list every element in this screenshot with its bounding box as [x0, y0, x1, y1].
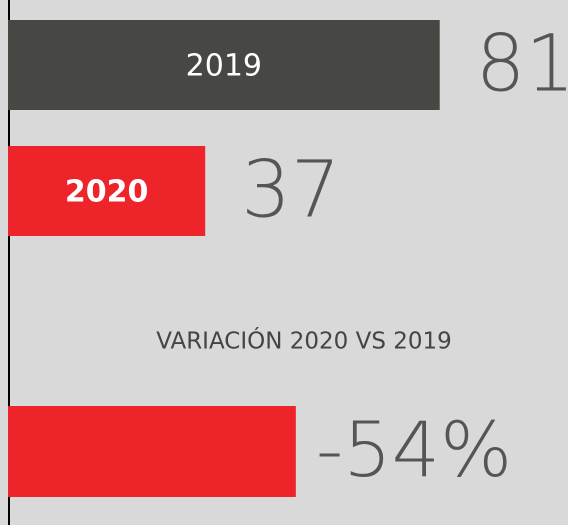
- variation-label: VARIACIÓN 2020 VS 2019: [156, 327, 452, 355]
- bar: [8, 146, 206, 236]
- bar-category-label: 2020: [65, 175, 149, 210]
- bar-value-label: 37: [241, 146, 340, 236]
- variation-value-label: -54%: [316, 405, 512, 494]
- bar-category-label: 2019: [186, 49, 262, 84]
- bar-value-label: 81: [476, 20, 568, 110]
- bar: [8, 20, 440, 110]
- variation-bar: [8, 406, 296, 497]
